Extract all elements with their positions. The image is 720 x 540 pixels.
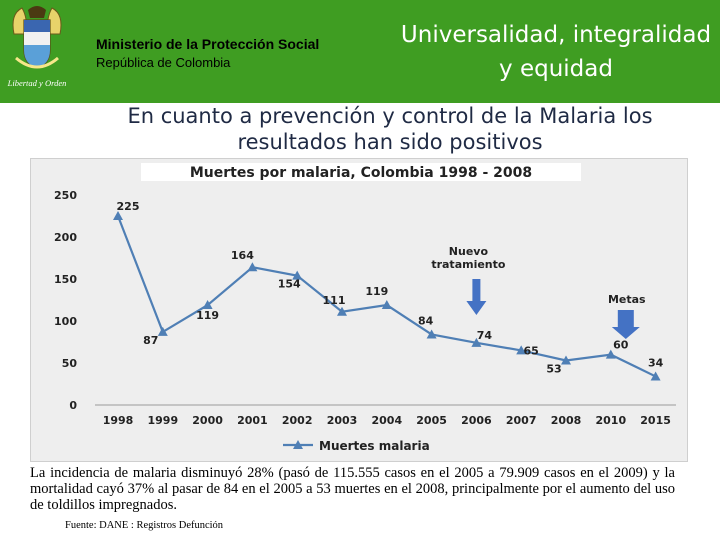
annotation-label: tratamiento bbox=[431, 258, 506, 271]
data-label: 164 bbox=[231, 249, 254, 262]
x-tick-label: 2000 bbox=[192, 414, 223, 427]
chart-title: Muertes por malaria, Colombia 1998 - 200… bbox=[190, 165, 532, 181]
data-label: 65 bbox=[524, 344, 539, 357]
header-banner: Libertad y Orden Ministerio de la Protec… bbox=[0, 0, 720, 103]
slide-title: En cuanto a prevención y control de la M… bbox=[90, 103, 690, 155]
y-tick-label: 200 bbox=[54, 231, 77, 244]
caption-text: La incidencia de malaria disminuyó 28% (… bbox=[30, 465, 675, 513]
x-tick-label: 2010 bbox=[595, 414, 626, 427]
x-tick-label: 2005 bbox=[416, 414, 447, 427]
arrow-down-icon bbox=[611, 327, 640, 339]
data-point bbox=[561, 355, 571, 365]
x-tick-label: 2003 bbox=[327, 414, 358, 427]
data-point bbox=[247, 262, 258, 272]
data-label: 60 bbox=[613, 339, 629, 352]
slogan-line-2: y equidad bbox=[499, 56, 613, 82]
chart-panel: Muertes por malaria, Colombia 1998 - 200… bbox=[30, 158, 688, 462]
slogan: Universalidad, integralidad y equidad bbox=[396, 18, 716, 86]
seal-motto: Libertad y Orden bbox=[7, 78, 67, 88]
data-point bbox=[337, 306, 347, 316]
data-point bbox=[202, 300, 213, 310]
x-tick-label: 2007 bbox=[506, 414, 537, 427]
data-label: 74 bbox=[477, 329, 493, 342]
title-line-2: resultados han sido positivos bbox=[237, 130, 543, 154]
y-tick-label: 50 bbox=[62, 357, 78, 370]
data-label: 154 bbox=[278, 278, 301, 291]
y-tick-label: 100 bbox=[54, 315, 77, 328]
data-point bbox=[471, 337, 482, 347]
republic-name: República de Colombia bbox=[96, 55, 231, 70]
chart-title-background bbox=[141, 163, 581, 181]
data-label: 119 bbox=[196, 309, 219, 322]
title-line-1: En cuanto a prevención y control de la M… bbox=[127, 104, 653, 128]
x-tick-label: 2002 bbox=[282, 414, 313, 427]
data-label: 225 bbox=[117, 200, 140, 213]
data-point bbox=[381, 300, 392, 310]
data-point bbox=[292, 270, 303, 280]
annotation-arrow-shaft bbox=[617, 310, 634, 328]
source-note: Fuente: DANE : Registros Defunción bbox=[65, 520, 224, 531]
data-point bbox=[516, 345, 527, 355]
annotation-label: Nuevo bbox=[449, 245, 489, 258]
x-tick-label: 2008 bbox=[551, 414, 582, 427]
data-label: 34 bbox=[648, 356, 664, 369]
coat-of-arms-icon bbox=[12, 6, 62, 69]
data-point bbox=[605, 349, 616, 359]
data-label: 53 bbox=[546, 362, 561, 375]
x-tick-label: 2006 bbox=[461, 414, 492, 427]
data-point bbox=[650, 371, 661, 381]
ministry-name: Ministerio de la Protección Social bbox=[96, 36, 320, 52]
y-tick-label: 250 bbox=[54, 189, 77, 202]
x-tick-label: 2004 bbox=[371, 414, 402, 427]
legend-label: Muertes malaria bbox=[319, 439, 430, 453]
x-tick-label: 2015 bbox=[640, 414, 671, 427]
legend-marker bbox=[293, 440, 303, 449]
arrow-down-icon bbox=[466, 279, 487, 315]
data-point bbox=[157, 326, 168, 336]
x-tick-label: 1999 bbox=[147, 414, 178, 427]
data-label: 87 bbox=[143, 334, 158, 347]
data-label: 119 bbox=[365, 285, 388, 298]
malaria-deaths-chart: Muertes por malaria, Colombia 1998 - 200… bbox=[54, 163, 676, 453]
annotation-label: Metas bbox=[608, 293, 646, 306]
data-label: 111 bbox=[323, 294, 346, 307]
data-label: 84 bbox=[418, 314, 434, 327]
chart-legend: Muertes malaria bbox=[283, 439, 430, 453]
x-tick-label: 2001 bbox=[237, 414, 268, 427]
y-tick-label: 0 bbox=[69, 399, 77, 412]
data-point bbox=[113, 211, 123, 220]
slogan-line-1: Universalidad, integralidad bbox=[400, 22, 712, 48]
y-tick-label: 150 bbox=[54, 273, 77, 286]
x-tick-label: 1998 bbox=[103, 414, 134, 427]
data-point bbox=[426, 329, 437, 339]
